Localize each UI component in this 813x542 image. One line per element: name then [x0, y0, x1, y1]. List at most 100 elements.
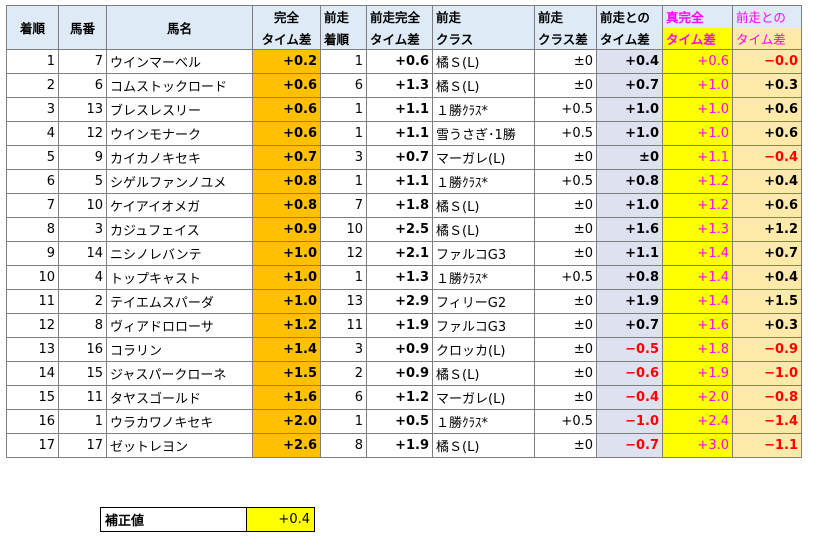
cell-full: +1.0 — [252, 289, 321, 314]
cell-class-diff: ±0 — [534, 73, 597, 98]
cell-name: ニシノレバンテ — [106, 241, 253, 266]
cell-number: 1 — [58, 409, 107, 434]
table-row: 9 14 ニシノレバンテ +1.0 12 +2.1 ファルコG3 ±0 +1.1 +1.4 +0.7 — [6, 241, 802, 266]
cell-name: コラリン — [106, 337, 253, 362]
cell-vs-prev: +1.0 — [596, 121, 663, 146]
cell-true-vs: +0.7 — [732, 241, 802, 266]
cell-true-full: +1.4 — [662, 289, 733, 314]
cell-true-full: +1.3 — [662, 217, 733, 242]
cell-prev-class: 橘Ｓ(L) — [432, 361, 535, 386]
cell-full: +1.5 — [252, 361, 321, 386]
table-row: 8 3 カジュフェイス +0.9 10 +2.5 橘Ｓ(L) ±0 +1.6 +1.3 +1.2 — [6, 217, 802, 242]
header-true-vs-1: 前走との — [732, 5, 802, 28]
cell-full: +1.0 — [252, 241, 321, 266]
table-body: 1 7 ウインマーベル +0.2 1 +0.6 橘Ｓ(L) ±0 +0.4 +0.6 −0.0 2 6 コ… — [6, 49, 802, 458]
cell-finish: 1 — [6, 49, 59, 74]
cell-prev-full: +0.5 — [366, 409, 433, 434]
correction-value: +0.4 — [246, 507, 315, 532]
header-vs-prev-2: タイム差 — [596, 27, 663, 50]
cell-finish: 10 — [6, 265, 59, 290]
cell-full: +0.2 — [252, 49, 321, 74]
cell-class-diff: ±0 — [534, 433, 597, 458]
cell-vs-prev: +0.8 — [596, 169, 663, 194]
cell-prev: 12 — [320, 241, 367, 266]
cell-class-diff: +0.5 — [534, 97, 597, 122]
cell-true-full: +1.0 — [662, 73, 733, 98]
cell-finish: 7 — [6, 193, 59, 218]
cell-class-diff: ±0 — [534, 289, 597, 314]
header-vs-prev-1: 前走との — [596, 5, 663, 28]
table-row: 12 8 ヴィアドロローサ +1.2 11 +1.9 ファルコG3 ±0 +0.7 +1.6 +0.… — [6, 313, 802, 338]
cell-prev: 1 — [320, 121, 367, 146]
cell-full: +1.4 — [252, 337, 321, 362]
cell-true-full: +1.8 — [662, 337, 733, 362]
cell-vs-prev: +0.8 — [596, 265, 663, 290]
cell-finish: 2 — [6, 73, 59, 98]
cell-full: +0.8 — [252, 169, 321, 194]
cell-number: 16 — [58, 337, 107, 362]
header-row-1: 着順 馬番 馬名 完全 前走 前走完全 前走 前走 前走との 真完全 前走との — [6, 5, 802, 50]
cell-class-diff: ±0 — [534, 337, 597, 362]
cell-prev-full: +2.5 — [366, 217, 433, 242]
cell-prev: 1 — [320, 97, 367, 122]
header-row-2: タイム差 着順 タイム差 クラス クラス差 タイム差 タイム差 タイム差 — [7, 27, 802, 50]
cell-prev: 2 — [320, 361, 367, 386]
header-class-diff-1: 前走 — [534, 5, 597, 28]
cell-prev-full: +0.9 — [366, 337, 433, 362]
cell-vs-prev: −0.5 — [596, 337, 663, 362]
cell-full: +0.8 — [252, 193, 321, 218]
header-name: 馬名 — [106, 5, 253, 50]
cell-true-vs: −0.8 — [732, 385, 802, 410]
cell-vs-prev: ±0 — [596, 145, 663, 170]
cell-prev-class: ファルコG3 — [432, 313, 535, 338]
cell-number: 3 — [58, 217, 107, 242]
table-row: 14 15 ジャスパークローネ +1.5 2 +0.9 橘Ｓ(L) ±0 −0.6 +1.9 −1.… — [6, 361, 802, 386]
cell-finish: 8 — [6, 217, 59, 242]
cell-vs-prev: +1.9 — [596, 289, 663, 314]
cell-finish: 14 — [6, 361, 59, 386]
cell-vs-prev: +0.7 — [596, 313, 663, 338]
table-row: 10 4 トップキャスト +1.0 1 +1.3 １勝ｸﾗｽ* +0.5 +0.8 +1.4 +0.… — [6, 265, 802, 290]
cell-number: 15 — [58, 361, 107, 386]
header-prev-full-2: タイム差 — [366, 27, 433, 50]
cell-class-diff: +0.5 — [534, 265, 597, 290]
cell-name: ブレスレスリー — [106, 97, 253, 122]
cell-prev-class: マーガレ(L) — [432, 385, 535, 410]
cell-name: テイエムスパーダ — [106, 289, 253, 314]
table-row: 7 10 ケイアイオメガ +0.8 7 +1.8 橘Ｓ(L) ±0 +1.0 +1.2 +0.6 — [6, 193, 802, 218]
cell-true-full: +2.0 — [662, 385, 733, 410]
cell-true-vs: +0.3 — [732, 73, 802, 98]
cell-number: 10 — [58, 193, 107, 218]
cell-number: 12 — [58, 121, 107, 146]
cell-name: カジュフェイス — [106, 217, 253, 242]
cell-finish: 13 — [6, 337, 59, 362]
cell-prev-full: +0.9 — [366, 361, 433, 386]
header-prev-2: 着順 — [320, 27, 367, 50]
cell-true-full: +1.1 — [662, 145, 733, 170]
cell-class-diff: ±0 — [534, 49, 597, 74]
cell-prev-full: +1.2 — [366, 385, 433, 410]
cell-true-vs: +0.4 — [732, 169, 802, 194]
cell-vs-prev: +1.0 — [596, 97, 663, 122]
cell-true-vs: +0.6 — [732, 193, 802, 218]
cell-prev-full: +1.1 — [366, 121, 433, 146]
header-class-diff-2: クラス差 — [534, 27, 597, 50]
cell-number: 2 — [58, 289, 107, 314]
cell-class-diff: +0.5 — [534, 409, 597, 434]
cell-finish: 16 — [6, 409, 59, 434]
cell-full: +0.6 — [252, 121, 321, 146]
cell-class-diff: +0.5 — [534, 169, 597, 194]
cell-finish: 4 — [6, 121, 59, 146]
cell-true-vs: +0.6 — [732, 97, 802, 122]
cell-prev-class: 橘Ｓ(L) — [432, 193, 535, 218]
cell-vs-prev: −0.6 — [596, 361, 663, 386]
cell-full: +0.6 — [252, 97, 321, 122]
cell-prev-class: クロッカ(L) — [432, 337, 535, 362]
cell-full: +1.6 — [252, 385, 321, 410]
cell-number: 5 — [58, 169, 107, 194]
cell-prev: 3 — [320, 145, 367, 170]
cell-prev-full: +1.8 — [366, 193, 433, 218]
cell-true-vs: −1.4 — [732, 409, 802, 434]
cell-finish: 11 — [6, 289, 59, 314]
header-true-full-1: 真完全 — [662, 5, 733, 28]
